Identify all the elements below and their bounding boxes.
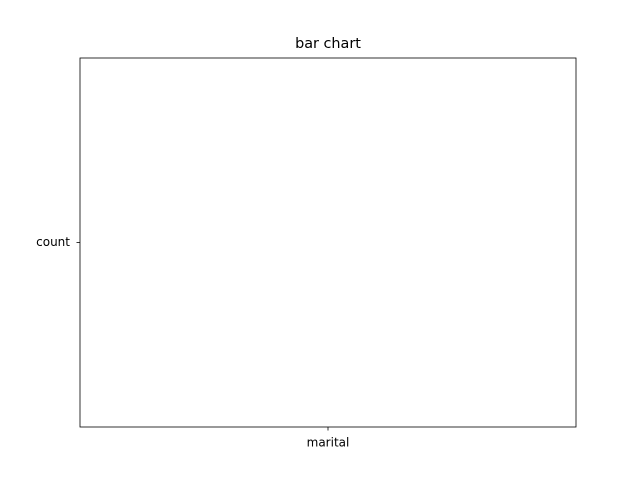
x-tick-label: marital	[307, 436, 350, 450]
y-tick-label: count	[36, 235, 70, 249]
chart-title: bar chart	[295, 36, 361, 52]
